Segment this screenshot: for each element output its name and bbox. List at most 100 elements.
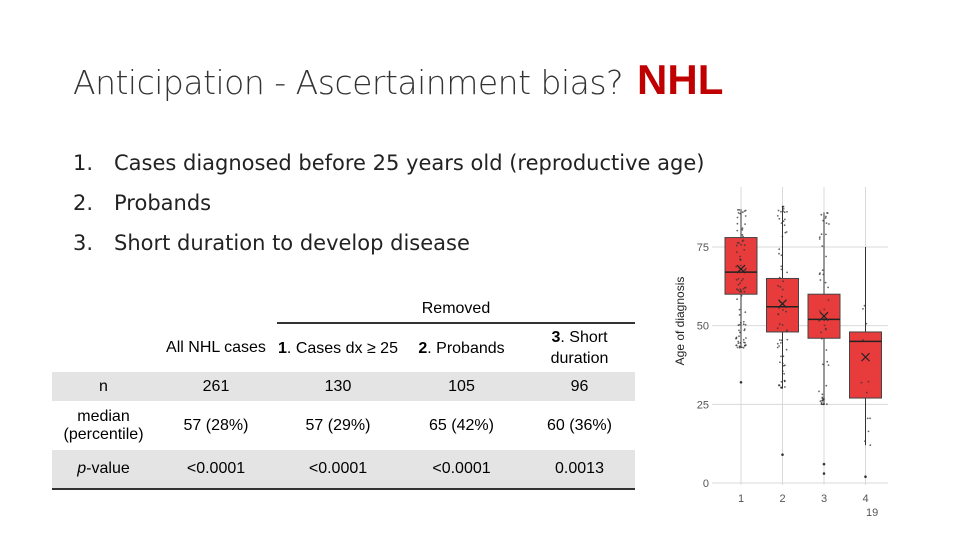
row-label-rest: -value [86,460,130,477]
data-point [742,278,744,280]
data-point [739,255,741,258]
data-point [782,220,785,223]
data-point [745,267,747,270]
data-point [823,319,826,322]
data-point [781,370,784,373]
data-point [737,342,740,345]
data-point [865,322,868,325]
data-point [819,310,821,312]
data-point [785,231,788,233]
data-point [819,279,822,281]
criteria-text: Cases diagnosed before 25 years old (rep… [114,151,705,175]
column-header-text: . Probands [427,339,505,357]
data-point [783,211,786,214]
data-point [781,362,784,365]
removed-header-row: Removed [52,296,635,324]
data-point [739,258,742,261]
data-point [784,231,787,234]
page-number: 19 [866,507,879,519]
column-header-number: 1 [278,339,287,357]
data-point [822,273,825,276]
criteria-number: 3. [73,231,94,255]
data-point [743,344,746,347]
data-point [820,233,823,236]
data-point [778,217,781,220]
data-point [785,310,787,313]
data-point [742,323,745,326]
data-point [825,255,827,258]
data-point [738,308,741,311]
data-point [736,216,739,219]
table-cell: 65 (42%) [429,416,494,434]
outlier-point [781,453,784,456]
table-row-median: median (percentile) 57 (28%) 57 (29%) 65… [52,401,635,450]
table-cell: 0.0013 [524,450,635,490]
data-point [737,277,740,280]
data-point [779,301,782,304]
data-point [779,285,782,288]
data-point [738,329,740,332]
data-point [737,340,740,343]
data-point [827,364,830,366]
y-tick-label: 25 [697,399,709,411]
table-cell: <0.0001 [155,450,277,490]
data-point [743,290,746,293]
data-point [780,380,783,383]
data-point [784,386,786,388]
data-point [782,280,785,283]
table-row-n: n 261 130 105 96 [52,372,635,401]
data-point [823,403,825,405]
y-tick-label: 50 [697,321,709,333]
table-cell: 105 [399,372,524,401]
data-point [740,321,742,324]
data-point [780,355,782,358]
data-point [820,401,823,404]
criteria-item: 3. Short duration to develop disease [73,223,704,263]
y-tick-label: 0 [703,478,709,490]
data-point [735,337,737,340]
criteria-text: Short duration to develop disease [114,231,470,255]
data-point [820,331,823,334]
box-iqr [766,277,799,333]
data-point [781,288,784,291]
table-cell: <0.0001 [399,450,524,490]
data-point [778,323,781,326]
data-point [826,403,828,406]
data-point [778,345,780,347]
data-point [744,311,747,314]
data-point [738,335,740,338]
data-point [869,444,872,447]
data-point [827,286,829,289]
data-point [821,245,824,247]
column-header-row: All NHL cases 1. Cases dx ≥ 25 2. Proban… [52,323,635,372]
data-point [820,403,823,406]
table-row-pvalue: p-value <0.0001 <0.0001 <0.0001 0.0013 [52,450,635,490]
data-point [778,384,780,387]
data-point [736,298,738,301]
column-header-number: 2 [418,339,428,357]
data-point [825,233,827,236]
data-point [825,384,828,387]
data-point [780,342,782,344]
data-point [779,361,781,364]
data-point [785,330,788,333]
criteria-item: 2. Probands [73,183,704,223]
data-point [743,329,746,332]
row-label: n [52,372,155,401]
data-point [736,346,739,349]
row-label: p-value [52,450,155,490]
data-point [781,235,784,238]
box-iqr [849,331,882,399]
data-point [778,252,780,255]
data-point [741,229,744,231]
data-point [741,234,744,236]
data-point [741,346,743,349]
data-point [739,271,742,274]
data-point [782,205,785,208]
outlier-point [864,475,867,479]
data-point [865,391,868,394]
data-point [825,215,827,218]
data-point [744,323,747,326]
data-point [780,265,783,268]
data-point [818,319,820,322]
